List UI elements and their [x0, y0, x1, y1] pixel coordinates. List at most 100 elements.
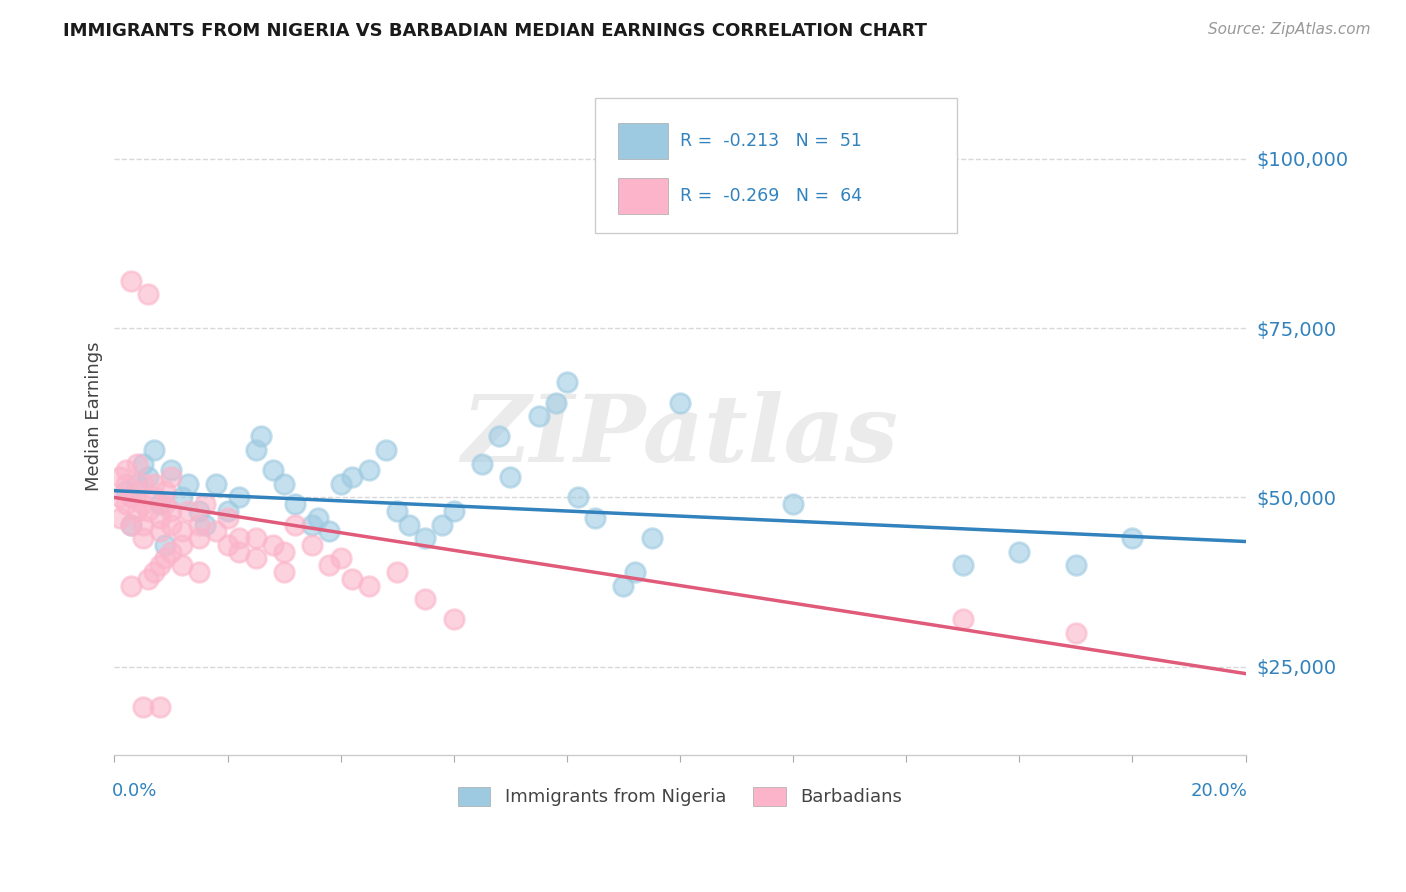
Text: ZIPatlas: ZIPatlas — [461, 392, 898, 482]
Point — [1064, 558, 1087, 573]
Text: Source: ZipAtlas.com: Source: ZipAtlas.com — [1208, 22, 1371, 37]
Point — [262, 538, 284, 552]
Point — [387, 565, 409, 579]
Point — [583, 510, 606, 524]
Point — [307, 510, 329, 524]
Point — [284, 517, 307, 532]
Point — [301, 538, 323, 552]
Point — [143, 491, 166, 505]
Point — [188, 517, 211, 532]
Point — [125, 483, 148, 498]
Point — [205, 477, 228, 491]
Point — [415, 531, 437, 545]
Point — [125, 477, 148, 491]
Point — [143, 477, 166, 491]
Point — [318, 524, 340, 539]
Point — [120, 274, 142, 288]
Point — [131, 497, 153, 511]
Point — [177, 477, 200, 491]
Point — [131, 700, 153, 714]
Legend: Immigrants from Nigeria, Barbadians: Immigrants from Nigeria, Barbadians — [451, 780, 910, 814]
Point — [160, 544, 183, 558]
Point — [669, 395, 692, 409]
Point — [172, 558, 194, 573]
Point — [143, 443, 166, 458]
Point — [172, 538, 194, 552]
Point — [443, 504, 465, 518]
Point — [217, 504, 239, 518]
Point — [114, 483, 136, 498]
Point — [1064, 626, 1087, 640]
Point — [149, 510, 172, 524]
Point — [131, 457, 153, 471]
Point — [172, 524, 194, 539]
Point — [623, 565, 645, 579]
Text: R =  -0.213   N =  51: R = -0.213 N = 51 — [681, 132, 862, 150]
Point — [120, 517, 142, 532]
Point — [471, 457, 494, 471]
Point — [340, 470, 363, 484]
Point — [567, 491, 589, 505]
Point — [160, 504, 183, 518]
Point — [262, 463, 284, 477]
Point — [194, 497, 217, 511]
Point — [228, 531, 250, 545]
Point — [432, 517, 454, 532]
Point — [527, 409, 550, 424]
Point — [340, 572, 363, 586]
FancyBboxPatch shape — [617, 123, 668, 160]
Point — [120, 517, 142, 532]
Point — [544, 395, 567, 409]
Point — [188, 504, 211, 518]
Point — [284, 497, 307, 511]
Point — [108, 510, 131, 524]
Point — [114, 497, 136, 511]
Point — [357, 463, 380, 477]
Point — [273, 477, 295, 491]
Point — [443, 612, 465, 626]
Point — [177, 504, 200, 518]
Point — [125, 457, 148, 471]
Point — [114, 463, 136, 477]
Point — [155, 483, 177, 498]
Point — [149, 497, 172, 511]
Point — [318, 558, 340, 573]
Point — [188, 565, 211, 579]
Point — [138, 470, 160, 484]
Point — [415, 592, 437, 607]
Point — [138, 504, 160, 518]
Point — [205, 524, 228, 539]
Point — [245, 551, 267, 566]
Point — [143, 565, 166, 579]
Point — [250, 429, 273, 443]
Point — [172, 491, 194, 505]
Point — [374, 443, 396, 458]
Point — [273, 565, 295, 579]
Point — [149, 558, 172, 573]
Point — [1121, 531, 1143, 545]
Point — [149, 524, 172, 539]
Point — [108, 470, 131, 484]
Point — [952, 558, 974, 573]
Point — [194, 517, 217, 532]
Point — [138, 287, 160, 301]
Point — [155, 497, 177, 511]
Point — [138, 572, 160, 586]
Y-axis label: Median Earnings: Median Earnings — [86, 342, 103, 491]
Point — [160, 470, 183, 484]
Point — [273, 544, 295, 558]
Point — [245, 531, 267, 545]
Point — [125, 504, 148, 518]
Point — [228, 491, 250, 505]
Point — [160, 517, 183, 532]
Point — [952, 612, 974, 626]
Point — [114, 477, 136, 491]
Point — [612, 578, 634, 592]
Point — [160, 463, 183, 477]
Point — [228, 544, 250, 558]
Text: 0.0%: 0.0% — [112, 782, 157, 800]
Point — [329, 551, 352, 566]
Point — [131, 477, 153, 491]
Point — [555, 376, 578, 390]
Text: R =  -0.269   N =  64: R = -0.269 N = 64 — [681, 187, 862, 205]
